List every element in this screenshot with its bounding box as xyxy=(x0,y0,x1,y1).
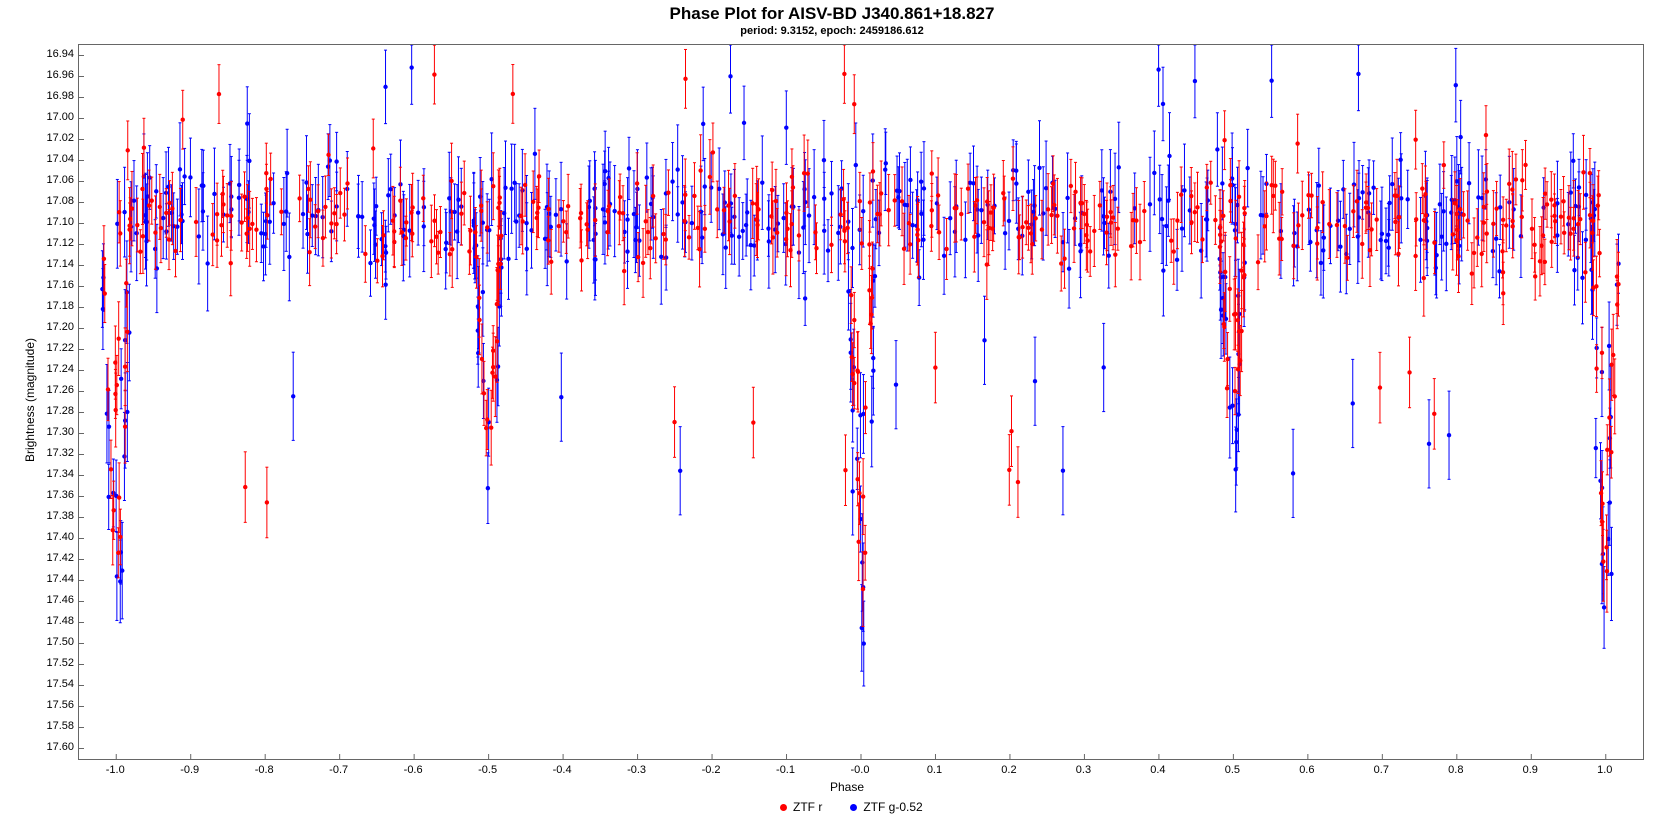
y-tick-label: 17.50 xyxy=(34,636,74,648)
y-tick-label: 17.02 xyxy=(34,132,74,144)
x-tick-label: -0.7 xyxy=(324,764,354,776)
legend-item: ZTF r xyxy=(780,800,822,814)
legend: ZTF r ZTF g-0.52 xyxy=(780,800,923,814)
y-tick-label: 17.48 xyxy=(34,615,74,627)
y-tick-label: 17.10 xyxy=(34,216,74,228)
plot-area xyxy=(78,44,1644,760)
x-tick-label: -0.8 xyxy=(249,764,279,776)
y-tick-label: 17.08 xyxy=(34,195,74,207)
legend-item: ZTF g-0.52 xyxy=(850,800,922,814)
y-tick-label: 17.00 xyxy=(34,111,74,123)
y-tick-label: 17.44 xyxy=(34,573,74,585)
x-tick-label: -0.2 xyxy=(696,764,726,776)
y-tick-label: 16.96 xyxy=(34,69,74,81)
y-tick-label: 17.60 xyxy=(34,741,74,753)
x-tick-label: -0.9 xyxy=(175,764,205,776)
x-tick-label: 0.5 xyxy=(1217,764,1247,776)
y-tick-label: 17.06 xyxy=(34,174,74,186)
x-tick-label: 0.7 xyxy=(1366,764,1396,776)
y-tick-label: 17.16 xyxy=(34,279,74,291)
x-tick-label: 0.3 xyxy=(1068,764,1098,776)
y-tick-label: 17.22 xyxy=(34,342,74,354)
y-tick-label: 17.26 xyxy=(34,384,74,396)
x-tick-label: -0.1 xyxy=(771,764,801,776)
chart-title: Phase Plot for AISV-BD J340.861+18.827 xyxy=(0,4,1664,24)
y-tick-label: 17.14 xyxy=(34,258,74,270)
y-tick-label: 17.42 xyxy=(34,552,74,564)
x-tick-label: 0.2 xyxy=(994,764,1024,776)
legend-label: ZTF r xyxy=(793,800,822,814)
x-tick-label: -1.0 xyxy=(100,764,130,776)
y-tick-label: 17.54 xyxy=(34,678,74,690)
y-tick-label: 17.46 xyxy=(34,594,74,606)
legend-label: ZTF g-0.52 xyxy=(863,800,922,814)
x-tick-label: 0.4 xyxy=(1143,764,1173,776)
x-tick-label: 0.6 xyxy=(1292,764,1322,776)
y-tick-label: 17.38 xyxy=(34,510,74,522)
y-tick-label: 17.58 xyxy=(34,720,74,732)
y-tick-label: 17.36 xyxy=(34,489,74,501)
x-tick-label: 0.1 xyxy=(919,764,949,776)
x-tick-label: -0.3 xyxy=(622,764,652,776)
legend-marker-icon xyxy=(850,804,857,811)
y-tick-label: 17.30 xyxy=(34,426,74,438)
y-tick-label: 16.98 xyxy=(34,90,74,102)
y-tick-label: 17.40 xyxy=(34,531,74,543)
x-tick-label: -0.4 xyxy=(547,764,577,776)
y-tick-label: 17.24 xyxy=(34,363,74,375)
y-tick-label: 17.34 xyxy=(34,468,74,480)
y-tick-label: 17.20 xyxy=(34,321,74,333)
x-tick-label: 0.9 xyxy=(1515,764,1545,776)
y-tick-label: 17.04 xyxy=(34,153,74,165)
legend-marker-icon xyxy=(780,804,787,811)
chart-subtitle: period: 9.3152, epoch: 2459186.612 xyxy=(0,25,1664,37)
x-tick-label: -0.0 xyxy=(845,764,875,776)
x-tick-label: 1.0 xyxy=(1590,764,1620,776)
y-tick-label: 17.28 xyxy=(34,405,74,417)
x-tick-label: 0.8 xyxy=(1441,764,1471,776)
y-tick-label: 17.12 xyxy=(34,237,74,249)
x-tick-label: -0.6 xyxy=(398,764,428,776)
x-tick-label: -0.5 xyxy=(473,764,503,776)
x-axis-label: Phase xyxy=(830,780,864,794)
y-tick-label: 17.52 xyxy=(34,657,74,669)
y-tick-label: 17.56 xyxy=(34,699,74,711)
y-tick-label: 16.94 xyxy=(34,48,74,60)
phase-plot-chart: Phase Plot for AISV-BD J340.861+18.827 p… xyxy=(0,0,1664,834)
data-points-layer xyxy=(79,45,1643,759)
y-tick-label: 17.18 xyxy=(34,300,74,312)
y-tick-label: 17.32 xyxy=(34,447,74,459)
